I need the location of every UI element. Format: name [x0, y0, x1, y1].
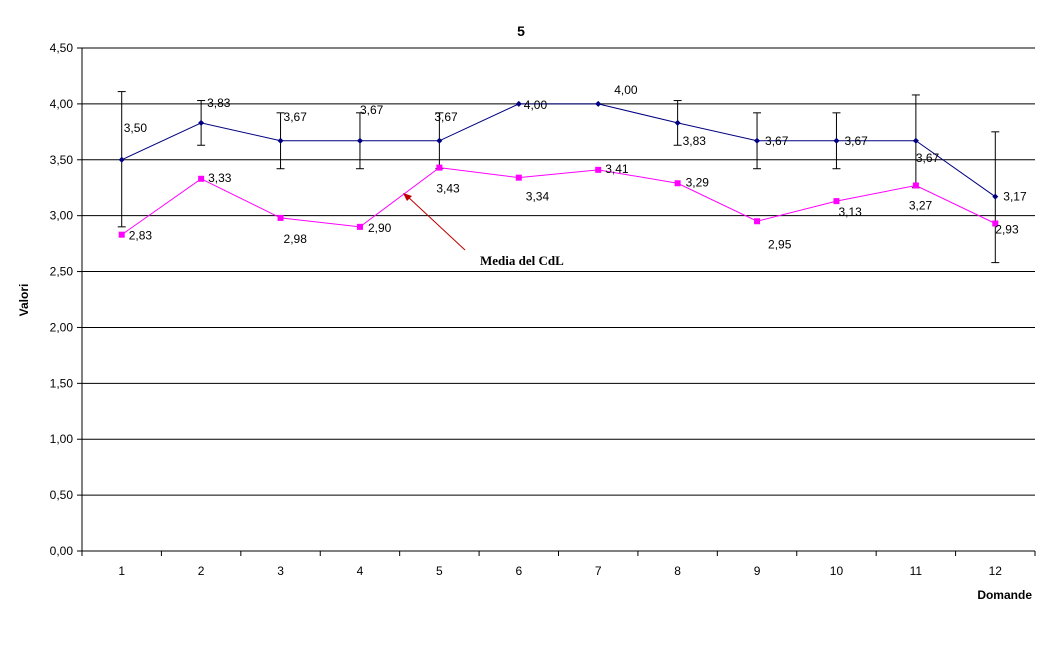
y-tick-label: 2,50 — [50, 265, 74, 279]
data-point — [674, 119, 681, 126]
data-point — [515, 174, 522, 181]
x-tick-label: 8 — [674, 564, 681, 578]
y-tick-label: 1,00 — [50, 432, 74, 446]
data-point — [595, 166, 602, 173]
y-axis-title: Valori — [17, 284, 31, 317]
x-tick-label: 1 — [118, 564, 125, 578]
data-label: 3,67 — [284, 110, 308, 124]
data-point — [356, 223, 363, 230]
data-label: 2,93 — [995, 222, 1019, 236]
y-tick-label: 2,00 — [50, 320, 74, 334]
data-point — [436, 137, 443, 144]
annotation-arrow-head — [403, 193, 412, 201]
data-label: 2,95 — [768, 237, 792, 251]
data-label: 2,83 — [129, 229, 153, 243]
axes: 0,00 0,50 1,00 1,50 2,00 2,50 3,00 3,50 4,00 4,50… — [50, 41, 1036, 578]
data-point — [436, 164, 443, 171]
annotation-text: Media del CdL — [480, 253, 564, 268]
data-point — [833, 137, 840, 144]
data-label: 3,17 — [1003, 190, 1027, 204]
x-tick-label: 4 — [357, 564, 364, 578]
data-label: 3,83 — [207, 96, 231, 110]
data-point — [118, 156, 125, 163]
data-point — [277, 214, 284, 221]
annotation-arrow-line — [406, 195, 466, 251]
data-point — [992, 220, 999, 227]
annotation: Media del CdL — [403, 193, 564, 268]
data-label: 2,98 — [284, 232, 308, 246]
data-label: 3,67 — [844, 134, 868, 148]
data-label: 3,67 — [360, 103, 384, 117]
error-bars — [117, 91, 1000, 264]
data-label: 2,90 — [368, 221, 392, 235]
x-tick-label: 2 — [198, 564, 205, 578]
y-tick-label: 3,00 — [50, 209, 74, 223]
x-tick-label: 5 — [436, 564, 443, 578]
data-label: 3,13 — [838, 205, 862, 219]
chart-title: 5 — [517, 23, 525, 39]
x-tick-label: 11 — [910, 564, 923, 578]
data-point — [198, 175, 205, 182]
y-tick-label: 4,00 — [50, 97, 74, 111]
x-tick-label: 9 — [754, 564, 761, 578]
data-label: 4,00 — [524, 98, 548, 112]
series-line-1 — [121, 103, 996, 198]
data-label: 3,43 — [436, 182, 460, 196]
x-tick-label: 10 — [830, 564, 844, 578]
data-label: 3,34 — [526, 190, 550, 204]
data-label: 3,67 — [765, 134, 789, 148]
data-point — [912, 137, 919, 144]
x-tick-label: 6 — [515, 564, 522, 578]
y-tick-label: 0,50 — [50, 488, 74, 502]
gridlines — [82, 47, 1035, 496]
x-tick-label: 7 — [595, 564, 602, 578]
data-labels: 3,50 3,83 3,67 3,67 3,67 4,00 4,00 3,83 3,67 3,67… — [124, 83, 1027, 251]
data-label: 3,67 — [916, 151, 940, 165]
data-point — [277, 137, 284, 144]
x-tick-label: 3 — [277, 564, 284, 578]
data-point — [674, 180, 681, 187]
data-label: 3,50 — [124, 121, 148, 135]
data-label: 3,41 — [605, 162, 629, 176]
data-label: 3,29 — [686, 175, 710, 189]
x-axis-title: Domande — [977, 588, 1032, 602]
x-tick-label: 12 — [989, 564, 1003, 578]
data-point — [198, 119, 205, 126]
y-tick-label: 4,50 — [50, 41, 74, 55]
y-tick-label: 3,50 — [50, 153, 74, 167]
data-label: 3,33 — [208, 171, 232, 185]
series — [118, 100, 999, 238]
data-point — [754, 137, 761, 144]
data-label: 3,67 — [434, 110, 458, 124]
data-point — [118, 231, 125, 238]
data-point — [515, 100, 522, 107]
data-label: 3,83 — [683, 134, 707, 148]
data-point — [754, 218, 761, 225]
data-point — [992, 193, 999, 200]
data-point — [356, 137, 363, 144]
data-label: 3,27 — [909, 198, 933, 212]
series-line-2 — [121, 167, 996, 236]
data-label: 4,00 — [614, 83, 638, 97]
data-point — [595, 100, 602, 107]
y-tick-label: 0,00 — [50, 544, 74, 558]
y-tick-label: 1,50 — [50, 376, 74, 390]
data-point — [912, 182, 919, 189]
data-point — [833, 198, 840, 205]
